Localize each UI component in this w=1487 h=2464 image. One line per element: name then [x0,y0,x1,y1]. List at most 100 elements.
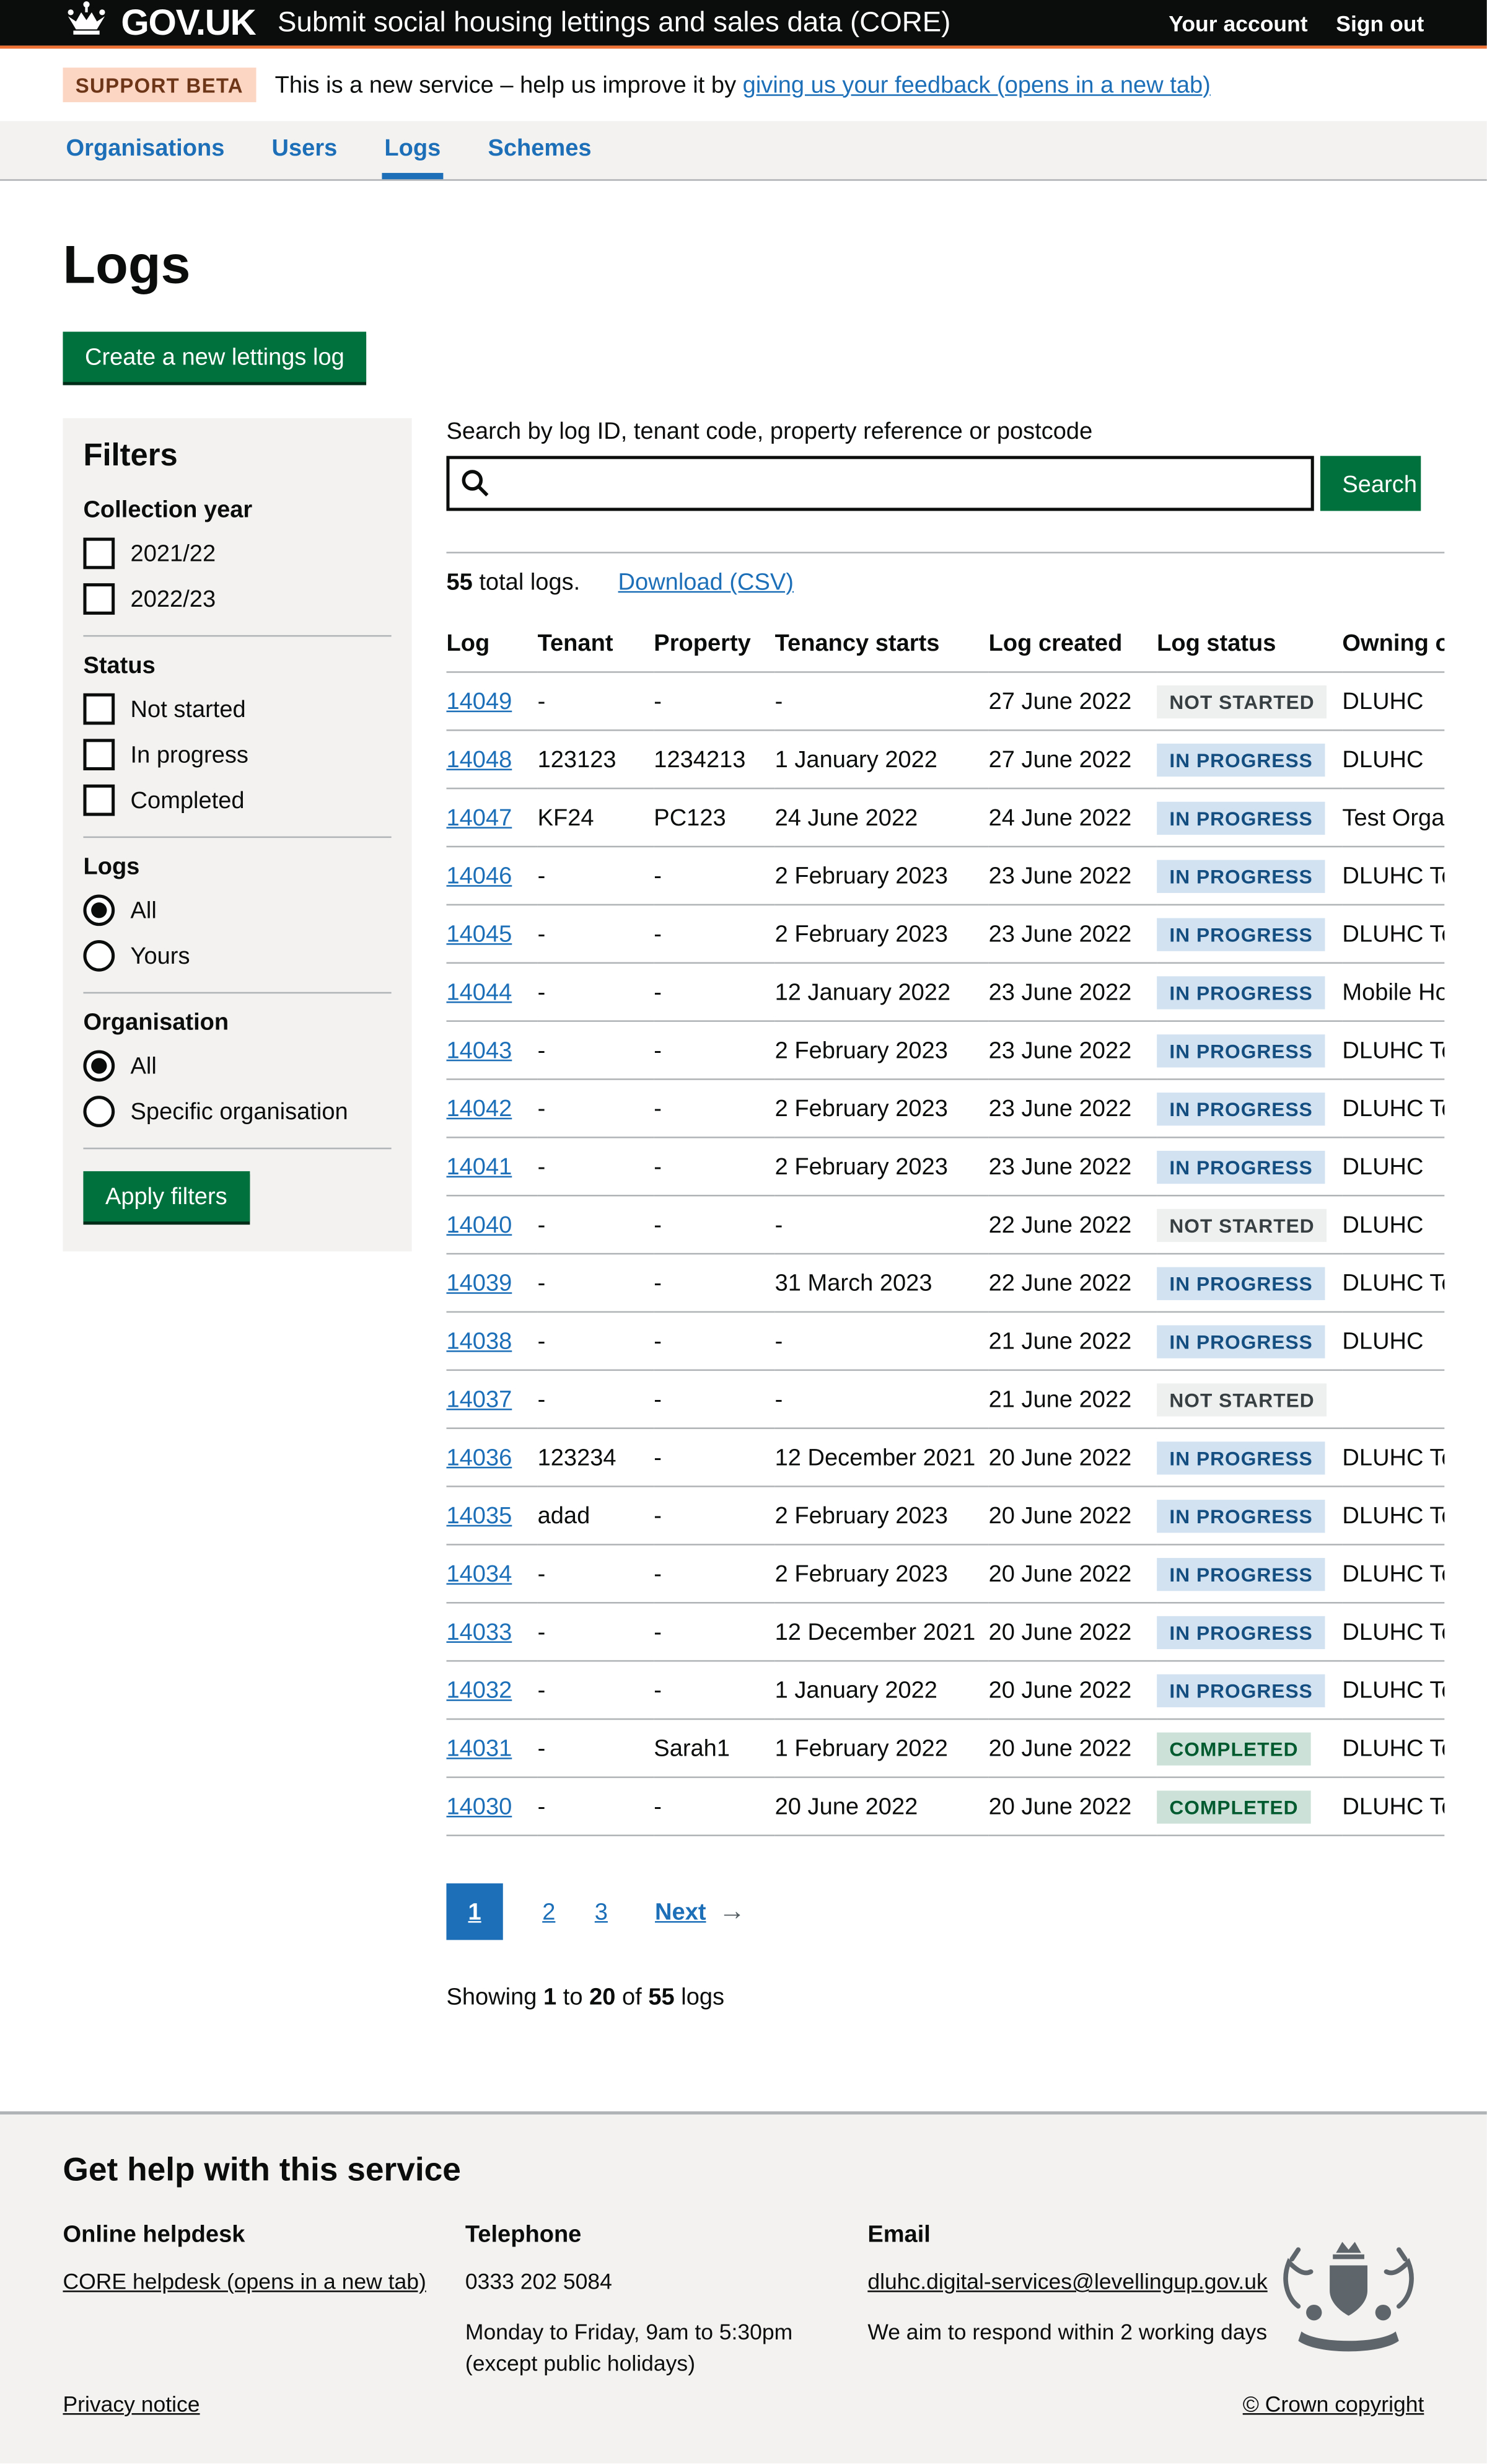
property-cell: - [654,1486,775,1546]
log-id-link[interactable]: 14033 [446,1618,512,1645]
checkbox-box[interactable] [83,739,115,771]
property-cell: 1234213 [654,730,775,790]
crown-copyright-link[interactable]: © Crown copyright [1242,2391,1424,2417]
log-id-link[interactable]: 14030 [446,1793,512,1820]
tenant-cell: - [537,1311,654,1371]
nav-item-logs[interactable]: Logs [381,121,444,180]
owning-organisation-cell: DLUHC [1342,672,1445,731]
log-id-link[interactable]: 14045 [446,920,512,948]
property-cell: - [654,1603,775,1662]
log-id-link[interactable]: 14038 [446,1327,512,1355]
log-id-link[interactable]: 14032 [446,1676,512,1704]
log-id-link[interactable]: 14043 [446,1037,512,1064]
owning-organisation-cell: DLUHC Tes [1342,847,1445,906]
radio-logs-all[interactable]: All [83,894,391,926]
status-badge: IN PROGRESS [1157,801,1326,834]
property-cell: - [654,1021,775,1080]
table-row: 14037 - - - 21 June 2022 NOT STARTED [446,1370,1445,1429]
logs-table-wrap: Log Tenant Property Tenancy starts Log creat… [446,621,1445,1836]
radio-button[interactable] [83,1050,115,1082]
filter-divider [83,1147,392,1150]
log-id-link[interactable]: 14041 [446,1153,512,1180]
pagination-next-link[interactable]: Next [655,1898,706,1925]
header-orange-bar [0,45,1487,49]
log-id-link[interactable]: 14036 [446,1444,512,1471]
log-id-link[interactable]: 14034 [446,1560,512,1587]
sign-out-link[interactable]: Sign out [1336,10,1424,36]
log-id-link[interactable]: 14049 [446,687,512,715]
radio-organisation-all[interactable]: All [83,1050,391,1082]
radio-button[interactable] [83,894,115,926]
radio-button[interactable] [83,940,115,972]
nav-item-users[interactable]: Users [271,135,338,162]
download-csv-link[interactable]: Download (CSV) [618,569,794,596]
checkbox-completed[interactable]: Completed [83,784,391,816]
helpdesk-title: Online helpdesk [63,2221,245,2248]
pagination-current-page[interactable]: 1 [446,1883,503,1940]
search-button[interactable]: Search [1320,455,1421,511]
checkbox-box[interactable] [83,537,115,570]
log-id-link[interactable]: 14039 [446,1269,512,1296]
create-lettings-log-button[interactable]: Create a new lettings log [63,332,367,382]
log-status-cell: IN PROGRESS [1157,1603,1343,1662]
feedback-link[interactable]: giving us your feedback (opens in a new … [742,71,1211,99]
log-id-link[interactable]: 14047 [446,804,512,831]
status-badge: IN PROGRESS [1157,975,1326,1009]
email-link[interactable]: dluhc.digital-services@levellingup.gov.u… [867,2268,1268,2294]
email-title: Email [867,2221,931,2248]
govuk-logo[interactable]: GOV.UK [63,0,257,46]
status-badge: NOT STARTED [1157,684,1327,718]
log-id-link[interactable]: 14040 [446,1211,512,1238]
table-row: 14046 - - 2 February 2023 23 June 2022 I… [446,847,1445,906]
checkbox-2021-22[interactable]: 2021/22 [83,537,391,570]
nav-item-schemes[interactable]: Schemes [488,135,592,162]
owning-organisation-cell: DLUHC [1342,730,1445,790]
tenancy-starts-cell: 12 December 2021 [774,1428,989,1487]
your-account-link[interactable]: Your account [1169,10,1308,36]
tenancy-starts-cell: 20 June 2022 [774,1777,989,1836]
logs-table-header-row: Log Tenant Property Tenancy starts Log creat… [446,621,1445,673]
checkbox-not-started[interactable]: Not started [83,693,391,725]
checkbox-2022-23[interactable]: 2022/23 [83,583,391,615]
nav-item-organisations[interactable]: Organisations [66,135,225,162]
pagination-page-2[interactable]: 2 [542,1898,556,1925]
log-status-cell: IN PROGRESS [1157,788,1343,848]
checkbox-box[interactable] [83,583,115,615]
apply-filters-button[interactable]: Apply filters [83,1171,250,1222]
log-status-cell: IN PROGRESS [1157,847,1343,906]
log-id-link[interactable]: 14048 [446,746,512,773]
status-badge: IN PROGRESS [1157,1615,1326,1648]
status-badge: IN PROGRESS [1157,1033,1326,1067]
table-row: 14033 - - 12 December 2021 20 June 2022 … [446,1603,1445,1662]
privacy-notice-link[interactable]: Privacy notice [63,2391,200,2417]
service-name[interactable]: Submit social housing lettings and sales… [278,6,951,38]
search-input[interactable] [446,455,1314,511]
checkbox-label: 2022/23 [130,585,216,613]
results-count-line: 55 total logs. Download (CSV) [446,569,1444,596]
tenancy-starts-cell: 2 February 2023 [774,904,989,964]
checkbox-box[interactable] [83,693,115,725]
checkbox-box[interactable] [83,784,115,816]
log-id-link[interactable]: 14031 [446,1735,512,1762]
radio-logs-yours[interactable]: Yours [83,940,391,972]
tenancy-starts-cell: 2 February 2023 [774,1544,989,1604]
log-id-link[interactable]: 14037 [446,1386,512,1413]
log-id-link[interactable]: 14046 [446,862,512,889]
radio-button[interactable] [83,1096,115,1127]
log-id-link[interactable]: 14044 [446,979,512,1006]
status-badge: IN PROGRESS [1157,1091,1326,1125]
status-badge: IN PROGRESS [1157,742,1326,776]
log-status-cell: IN PROGRESS [1157,1254,1343,1313]
log-id-link[interactable]: 14035 [446,1502,512,1529]
checkbox-label: 2021/22 [130,540,216,567]
log-id-link[interactable]: 14042 [446,1094,512,1122]
footer-helpdesk-column: Online helpdesk CORE helpdesk (opens in … [63,2221,465,2391]
tenant-cell: - [537,847,654,906]
checkbox-in-progress[interactable]: In progress [83,739,391,771]
radio-organisation-specific[interactable]: Specific organisation [83,1096,391,1127]
govuk-logo-text: GOV.UK [121,1,256,43]
core-helpdesk-link[interactable]: CORE helpdesk (opens in a new tab) [63,2268,426,2294]
pagination-page-3[interactable]: 3 [594,1898,608,1925]
log-status-cell: NOT STARTED [1157,672,1343,731]
table-row: 14042 - - 2 February 2023 23 June 2022 I… [446,1079,1445,1138]
